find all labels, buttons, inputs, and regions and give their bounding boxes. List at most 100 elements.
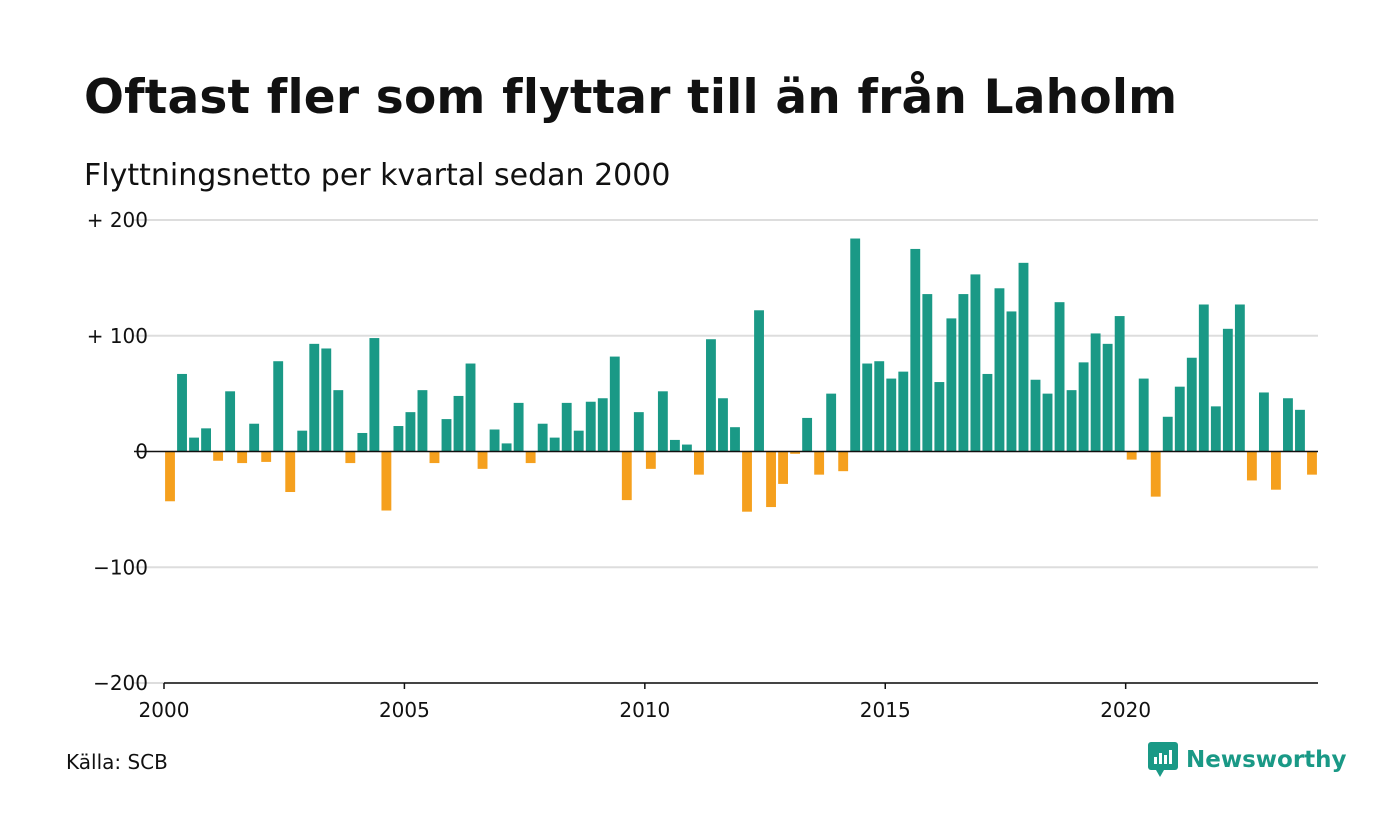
bar xyxy=(237,451,248,464)
bar xyxy=(501,443,512,452)
bar xyxy=(357,432,368,452)
bar xyxy=(1162,416,1173,452)
bar xyxy=(1234,304,1245,452)
bar xyxy=(694,451,704,475)
bar xyxy=(1090,333,1101,452)
bar xyxy=(633,412,644,452)
x-tick-label: 2005 xyxy=(379,698,430,722)
bar xyxy=(453,395,464,452)
bar xyxy=(165,451,175,502)
x-tick-label: 2015 xyxy=(860,698,911,722)
newsworthy-logo: Newsworthy xyxy=(1148,742,1347,778)
bar xyxy=(970,274,981,452)
chart-subtitle: Flyttningsnetto per kvartal sedan 2000 xyxy=(84,158,671,193)
bar xyxy=(513,402,524,452)
bar xyxy=(1198,304,1209,452)
bar xyxy=(189,437,199,452)
bar xyxy=(273,361,284,452)
bar xyxy=(1114,316,1125,452)
bar xyxy=(1102,343,1113,452)
source-note: Källa: SCB xyxy=(66,750,168,774)
x-tick-label: 2000 xyxy=(139,698,190,722)
bar xyxy=(1174,386,1185,452)
bar xyxy=(597,398,608,452)
x-tick-label: 2020 xyxy=(1100,698,1151,722)
bar xyxy=(657,391,668,452)
bar xyxy=(910,248,921,452)
bar xyxy=(730,427,740,452)
bar xyxy=(718,398,728,452)
bar xyxy=(225,391,236,452)
bar xyxy=(333,390,344,452)
bar xyxy=(862,363,873,452)
bar xyxy=(201,428,211,452)
y-tick-label: −200 xyxy=(93,671,148,695)
bar xyxy=(766,451,776,508)
bar xyxy=(309,343,320,452)
bar xyxy=(441,419,452,452)
chart-title: Oftast fler som flyttar till än från Lah… xyxy=(84,70,1178,125)
bar xyxy=(814,451,825,475)
bar xyxy=(405,412,416,452)
bar xyxy=(429,451,440,464)
y-tick-label: + 200 xyxy=(87,208,148,232)
bar xyxy=(537,423,548,452)
bar xyxy=(1271,451,1281,490)
bar xyxy=(946,318,957,452)
bar xyxy=(297,430,308,452)
bar xyxy=(393,426,404,452)
bar xyxy=(213,451,224,461)
bar xyxy=(1283,398,1293,452)
bar xyxy=(261,451,272,462)
newsworthy-logo-text: Newsworthy xyxy=(1186,747,1347,773)
bar xyxy=(1066,390,1077,452)
x-tick-label: 2010 xyxy=(619,698,670,722)
bar xyxy=(1210,406,1221,452)
bar xyxy=(958,294,969,452)
bar xyxy=(850,238,861,452)
bar xyxy=(585,401,596,452)
bar xyxy=(417,390,428,452)
bar xyxy=(645,451,656,469)
bar xyxy=(573,430,584,452)
bar xyxy=(609,356,620,452)
bar xyxy=(681,444,692,452)
bar xyxy=(669,439,680,452)
bar xyxy=(754,310,764,452)
bar xyxy=(1138,378,1149,452)
bar xyxy=(1030,379,1041,452)
bar xyxy=(369,338,380,452)
bar xyxy=(742,451,752,512)
bar xyxy=(489,429,500,452)
bar xyxy=(1042,393,1053,452)
bar xyxy=(1006,311,1017,452)
bar xyxy=(826,393,837,452)
bar xyxy=(1054,302,1065,452)
bar xyxy=(1078,362,1089,452)
bar xyxy=(706,339,716,452)
bar xyxy=(249,423,260,452)
bar xyxy=(285,451,296,493)
bar xyxy=(1258,392,1269,452)
bar xyxy=(477,451,488,469)
bar xyxy=(922,294,933,452)
bar xyxy=(345,451,356,464)
bar xyxy=(994,288,1005,452)
bar xyxy=(874,361,885,452)
bar xyxy=(1150,451,1161,497)
bar xyxy=(1295,409,1305,452)
bar xyxy=(1246,451,1257,481)
bar xyxy=(561,402,572,452)
bar xyxy=(934,382,945,452)
bar xyxy=(1222,328,1233,452)
bar xyxy=(982,373,993,452)
bar xyxy=(898,371,909,452)
bar xyxy=(1126,451,1137,460)
newsworthy-logo-icon xyxy=(1148,742,1178,777)
bar xyxy=(778,451,788,484)
bar xyxy=(381,451,392,511)
bars xyxy=(165,238,1317,512)
bar xyxy=(549,437,560,452)
